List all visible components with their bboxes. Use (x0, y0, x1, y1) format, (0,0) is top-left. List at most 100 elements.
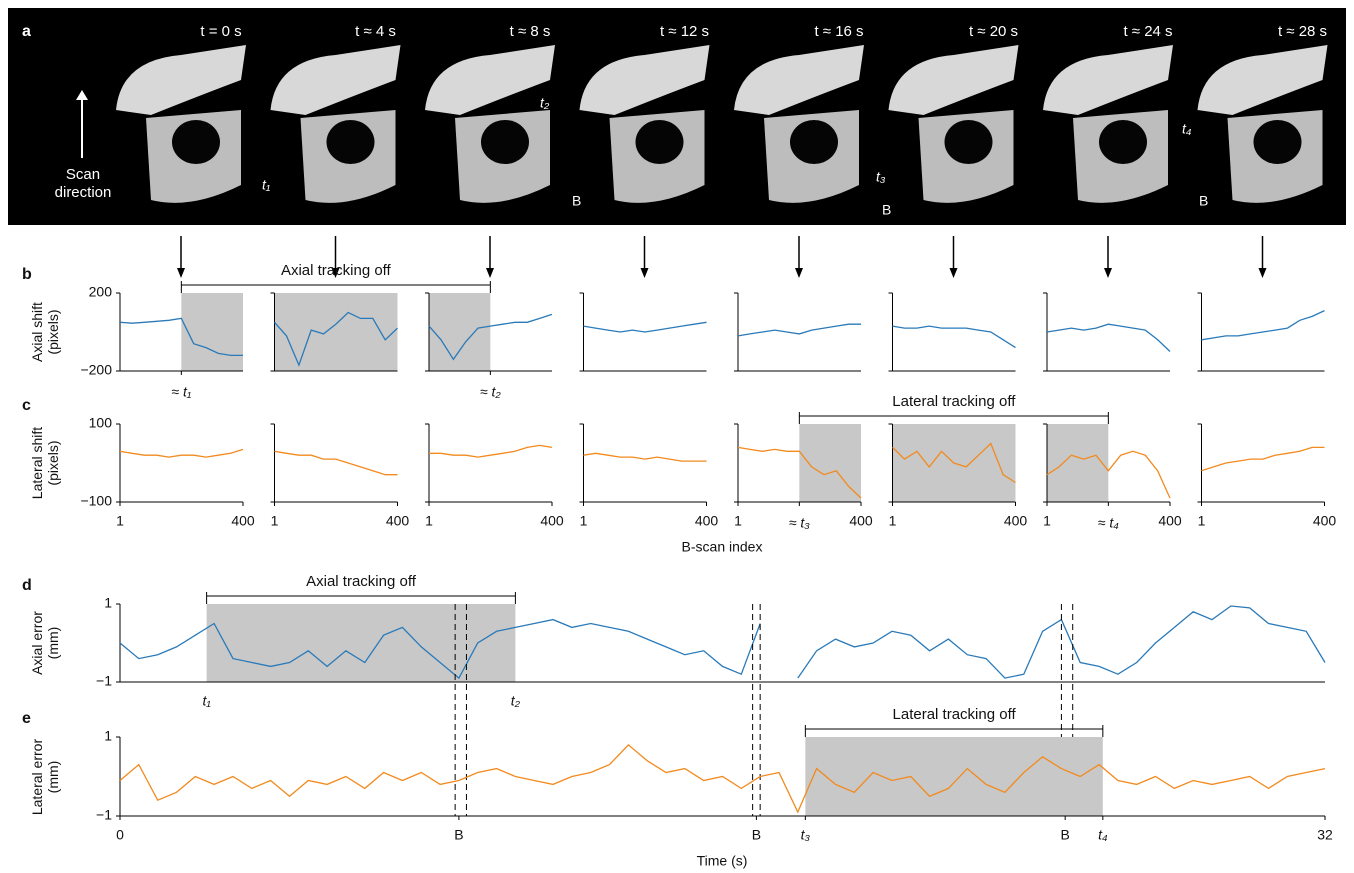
y-axis-label: Lateral error (mm) (29, 727, 61, 827)
panel-label: a (22, 23, 31, 40)
down-arrowhead (177, 268, 185, 278)
time-label: t = 0 s (200, 23, 241, 40)
x-tick-label: 0 (116, 827, 124, 843)
y-tick-label: 1 (104, 728, 112, 744)
x-tick-label: 1 (889, 513, 897, 529)
x-tick-label: t₄ (1098, 827, 1108, 843)
y-tick-label: −100 (80, 493, 112, 509)
data-line (429, 445, 552, 457)
b-label: B (882, 202, 891, 218)
x-tick-label: 400 (1313, 513, 1337, 529)
panel-label: b (22, 266, 32, 283)
data-line (1047, 324, 1170, 351)
annotation: Axial tracking off (281, 262, 392, 279)
x-tick-label: B (1061, 827, 1070, 843)
x-tick-label: 400 (540, 513, 564, 529)
down-arrowhead (641, 268, 649, 278)
y-tick-label: −1 (96, 673, 112, 689)
b-label: B (1199, 193, 1208, 209)
x-tick-label: t₃ (801, 827, 811, 843)
time-label: t ≈ 20 s (969, 23, 1018, 40)
marker-label: t₁ (262, 177, 271, 193)
data-line (120, 745, 1325, 812)
x-tick-label: 1 (1043, 513, 1051, 529)
down-arrowhead (795, 268, 803, 278)
data-line (584, 453, 707, 461)
x-tick-label: B (454, 827, 463, 843)
x-tick-label: B (752, 827, 761, 843)
volume-eye (1099, 120, 1147, 164)
y-axis-label: Lateral shift (pixels) (29, 413, 61, 513)
shade (805, 737, 1102, 816)
data-line (1202, 311, 1325, 340)
x-axis-label: Time (s) (697, 853, 748, 869)
time-label: t ≈ 28 s (1278, 23, 1327, 40)
y-tick-label: −1 (96, 807, 112, 823)
y-tick-label: 100 (89, 415, 113, 431)
volume-eye (945, 120, 993, 164)
shade (275, 293, 398, 371)
chart: a t₁ t₂ t₃ t₄ B B B t = 0 s t ≈ 4 s t ≈ 8 … (0, 0, 1354, 873)
time-label: t ≈ 24 s (1123, 23, 1172, 40)
panel-label: e (22, 710, 31, 727)
time-label: t ≈ 4 s (355, 23, 396, 40)
marker-label: t₂ (540, 95, 550, 111)
marker-label: t₃ (876, 169, 886, 185)
shade-label: t₂ (511, 693, 521, 709)
volume-eye (790, 120, 838, 164)
panel-label: d (22, 577, 32, 594)
annotation: Lateral tracking off (893, 706, 1017, 723)
volume-eye (481, 120, 529, 164)
annotation: Lateral tracking off (892, 393, 1016, 410)
x-tick-label: 1 (116, 513, 124, 529)
y-tick-label: 200 (89, 284, 113, 300)
shade (181, 293, 243, 371)
shade (207, 604, 516, 682)
down-arrowhead (486, 268, 494, 278)
marker-label: ≈ t₄ (1098, 515, 1119, 531)
shade (429, 293, 490, 371)
y-axis-label: Axial error (mm) (29, 593, 61, 693)
volume-eye (327, 120, 375, 164)
y-tick-label: −200 (80, 362, 112, 378)
data-line (275, 451, 398, 474)
down-arrowhead (1104, 268, 1112, 278)
time-label: t ≈ 8 s (510, 23, 551, 40)
data-line (738, 324, 861, 336)
x-tick-label: 32 (1317, 827, 1333, 843)
marker-label: ≈ t₃ (789, 515, 810, 531)
marker-label: t₄ (1182, 121, 1192, 137)
y-axis-label: Axial shift (pixels) (29, 282, 61, 382)
x-tick-label: 1 (580, 513, 588, 529)
data-line (120, 449, 243, 457)
x-tick-label: 1 (425, 513, 433, 529)
data-line (584, 322, 707, 332)
scan-direction: Scan direction (48, 166, 118, 202)
annotation: Axial tracking off (306, 573, 417, 590)
x-tick-label: 400 (1004, 513, 1028, 529)
x-tick-label: 400 (231, 513, 255, 529)
time-label: t ≈ 16 s (814, 23, 863, 40)
shade (1047, 424, 1108, 502)
volume-eye (1254, 120, 1302, 164)
x-tick-label: 1 (1198, 513, 1206, 529)
b-label: B (572, 193, 581, 209)
shade-label: t₁ (202, 693, 211, 709)
down-arrowhead (950, 268, 958, 278)
down-arrowhead (1259, 268, 1267, 278)
volume-eye (636, 120, 684, 164)
x-axis-label: B-scan index (682, 539, 763, 555)
panel-label: c (22, 397, 31, 414)
y-tick-label: 1 (104, 595, 112, 611)
x-tick-label: 400 (695, 513, 719, 529)
data-line (1202, 447, 1325, 470)
x-tick-label: 400 (1158, 513, 1182, 529)
time-label: t ≈ 12 s (660, 23, 709, 40)
figure: a t₁ t₂ t₃ t₄ B B B t = 0 s t ≈ 4 s t ≈ 8 … (0, 0, 1354, 873)
x-tick-label: 1 (271, 513, 279, 529)
x-tick-label: 400 (386, 513, 410, 529)
marker-label: ≈ t₂ (480, 384, 501, 400)
x-tick-label: 1 (734, 513, 742, 529)
marker-label: ≈ t₁ (171, 384, 191, 400)
data-line (893, 326, 1016, 348)
